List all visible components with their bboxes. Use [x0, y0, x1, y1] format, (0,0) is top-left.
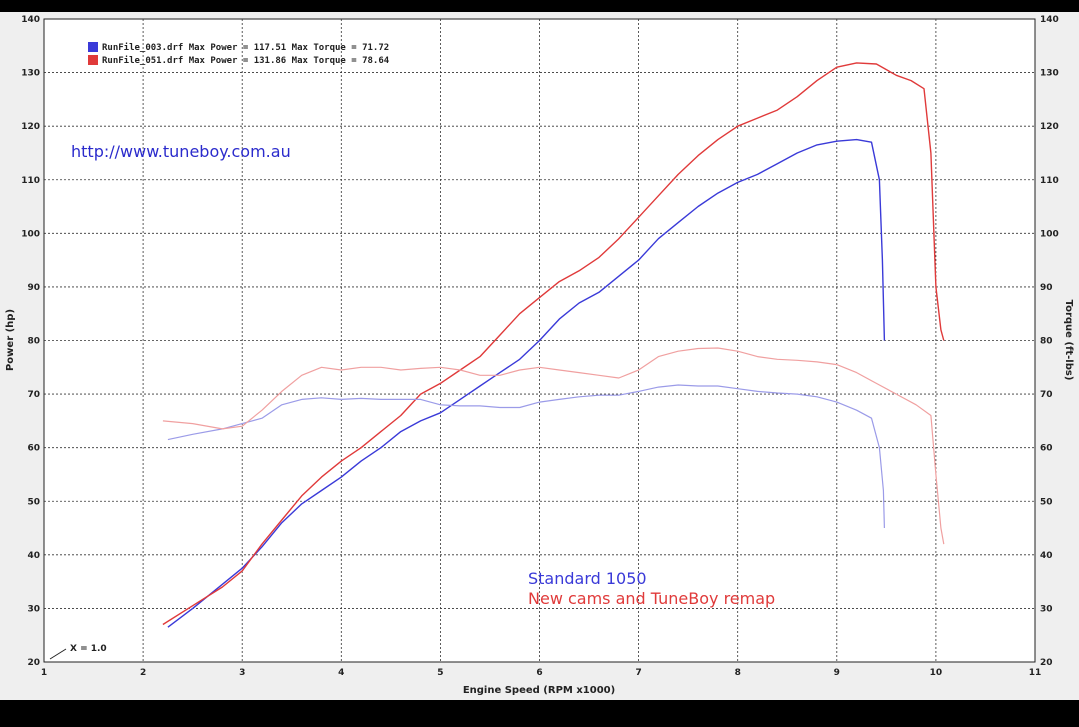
x-tick-labels: 1 2 3 4 5 6 7 8 9 10 11 [41, 668, 1041, 678]
remap-torque-line [162, 347, 945, 545]
remap-power-line [162, 62, 945, 626]
y-tick-label-left: 140 [21, 15, 40, 25]
y-tick-label-right: 100 [1040, 229, 1059, 239]
y-axis-title-left: Power (hp) [5, 309, 16, 371]
standard-torque-line [167, 384, 885, 529]
y-tick-label-right: 50 [1040, 497, 1053, 507]
y-tick-label-left: 40 [27, 551, 40, 561]
y-axis-title-right: Torque (ft-lbs) [1063, 300, 1074, 381]
y-tick-label-right: 40 [1040, 551, 1053, 561]
y-tick-label-right: 130 [1040, 69, 1059, 79]
annotation-standard: Standard 1050 [528, 569, 647, 588]
y-tick-label-right: 60 [1040, 444, 1053, 454]
tuneboy-url-text: http://www.tuneboy.com.au [71, 142, 291, 161]
y-tick-labels-left: 20 30 40 50 60 70 80 90 100 110 120 130 140 [21, 15, 40, 668]
y-tick-label-left: 90 [27, 283, 40, 293]
grid [44, 19, 1035, 662]
y-tick-label-right: 110 [1040, 176, 1059, 186]
y-tick-label-right: 20 [1040, 658, 1053, 668]
legend-swatch-remap [88, 55, 98, 65]
legend-entry-remap: RunFile_051.drf Max Power = 131.86 Max T… [102, 55, 390, 66]
x-tick-label: 3 [239, 668, 245, 678]
y-tick-label-left: 50 [27, 497, 40, 507]
scale-note-text: X = 1.0 [70, 644, 107, 654]
y-tick-label-left: 110 [21, 176, 40, 186]
x-tick-label: 11 [1029, 668, 1042, 678]
standard-power-line [167, 138, 886, 628]
x-tick-label: 2 [140, 668, 146, 678]
scale-note: X = 1.0 [49, 644, 107, 660]
x-tick-label: 10 [930, 668, 943, 678]
y-tick-label-right: 30 [1040, 604, 1053, 614]
legend: RunFile_003.drf Max Power = 117.51 Max T… [88, 42, 390, 66]
x-tick-label: 6 [536, 668, 542, 678]
y-tick-label-left: 20 [27, 658, 40, 668]
legend-entry-standard: RunFile_003.drf Max Power = 117.51 Max T… [102, 42, 389, 53]
y-tick-label-right: 120 [1040, 122, 1059, 132]
y-tick-label-right: 140 [1040, 15, 1059, 25]
x-tick-label: 4 [338, 668, 344, 678]
y-tick-label-left: 30 [27, 604, 40, 614]
x-axis-title: Engine Speed (RPM x1000) [463, 685, 615, 696]
legend-swatch-standard [88, 42, 98, 52]
scale-note-pointer [49, 648, 67, 660]
y-tick-label-left: 80 [27, 337, 40, 347]
annotation-remap: New cams and TuneBoy remap [528, 589, 775, 608]
y-tick-label-left: 130 [21, 69, 40, 79]
y-tick-label-right: 90 [1040, 283, 1053, 293]
y-tick-label-left: 70 [27, 390, 40, 400]
y-tick-label-right: 70 [1040, 390, 1053, 400]
x-tick-label: 7 [635, 668, 641, 678]
y-tick-label-left: 120 [21, 122, 40, 132]
x-tick-label: 8 [735, 668, 741, 678]
x-tick-label: 9 [834, 668, 840, 678]
y-tick-label-left: 100 [21, 229, 40, 239]
y-tick-labels-right: 20 30 40 50 60 70 80 90 100 110 120 130 140 [1040, 15, 1059, 668]
series-lines [162, 62, 945, 628]
y-tick-label-left: 60 [27, 444, 40, 454]
y-tick-label-right: 80 [1040, 337, 1053, 347]
x-tick-label: 5 [437, 668, 443, 678]
x-tick-label: 1 [41, 668, 47, 678]
